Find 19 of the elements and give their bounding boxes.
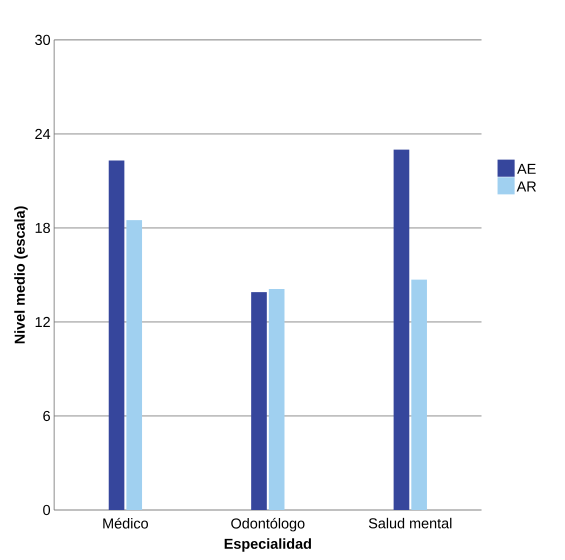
y-tick-label: 24 (35, 128, 50, 140)
bar (394, 150, 410, 510)
legend-label: AE (517, 164, 536, 174)
x-tick-label: Odontólogo (231, 518, 304, 532)
bar (251, 292, 267, 510)
bar (108, 160, 124, 510)
bar (126, 220, 142, 510)
y-tick-label: 18 (36, 222, 50, 234)
x-axis-title: Especialidad (224, 538, 311, 552)
x-tick-label: Médico (103, 518, 148, 529)
y-tick-label: 0 (43, 504, 50, 516)
bar (411, 280, 427, 510)
x-tick-label: Salud mental (368, 518, 452, 528)
y-tick-label: 30 (35, 34, 50, 46)
legend-label: AR (516, 182, 536, 192)
y-tick-label: 6 (43, 410, 50, 422)
bar (268, 289, 284, 510)
y-tick-label: 12 (36, 316, 50, 328)
y-axis-title: Nivel medio (escala) (14, 206, 28, 344)
